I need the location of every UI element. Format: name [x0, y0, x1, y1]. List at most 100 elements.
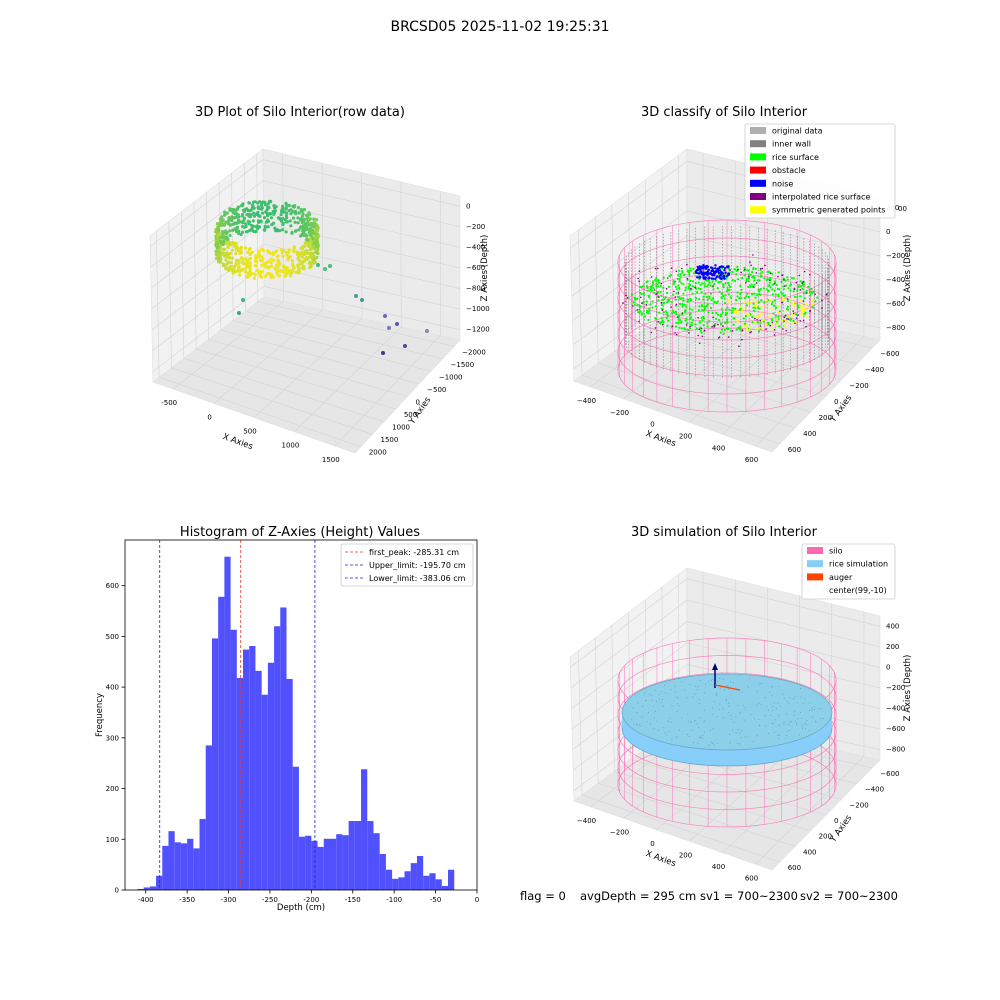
p2-rice-point — [648, 296, 651, 299]
p1-raw-point — [295, 250, 299, 254]
p2-grid-y — [578, 229, 583, 376]
p2-legend-swatch — [750, 140, 766, 148]
p4-rice-point — [660, 702, 662, 704]
p4-rice-point — [681, 681, 682, 683]
p2-rice-point — [729, 329, 733, 332]
p4-rice-point — [811, 710, 813, 712]
p3-legend-label: Upper_limit: -195.70 cm — [369, 561, 466, 570]
p4-rice-point — [696, 723, 698, 725]
p1-raw-point — [292, 245, 296, 249]
p1-grid-y — [245, 310, 443, 360]
p2-rice-point — [799, 295, 802, 298]
p4-legend-swatch — [807, 573, 823, 581]
p4-rice-point — [693, 742, 695, 744]
p2-rice-point — [805, 303, 808, 306]
p1-raw-point — [308, 212, 312, 216]
p2-rice-point — [681, 305, 684, 308]
p2-rice-point — [693, 272, 696, 275]
p4-rice-point — [724, 689, 725, 691]
p1-raw-point — [308, 253, 312, 257]
p1-raw-point — [262, 228, 266, 232]
p1-raw-point — [231, 271, 235, 275]
p1-raw-point — [246, 250, 250, 254]
p2-rice-point — [809, 294, 812, 297]
p2-ytick-label: 600 — [788, 446, 801, 454]
p2-noise-point — [713, 274, 716, 277]
p4-rice-point — [743, 719, 745, 721]
p1-ztick-label: −800 — [466, 285, 485, 293]
p2-interpolated-point — [806, 292, 808, 294]
p2-rice-point — [651, 282, 655, 285]
p2-rice-point — [672, 309, 675, 312]
p1-raw-point — [306, 238, 310, 242]
p2-noise-point — [699, 270, 702, 274]
p4-rice-point — [777, 702, 779, 704]
p2-rice-point — [708, 295, 711, 298]
p2-rice-point — [777, 311, 780, 314]
p2-rice-point — [665, 317, 668, 320]
p4-rice-point — [772, 723, 774, 725]
p4-rice-point — [697, 689, 698, 691]
p2-rice-point — [647, 312, 650, 315]
p2-rice-point — [805, 289, 808, 292]
p1-raw-point — [248, 247, 252, 251]
p3-histogram-bar — [448, 869, 455, 890]
p4-grid-z — [570, 599, 688, 689]
p2-grid-y — [581, 374, 780, 445]
p1-grid-y — [220, 329, 420, 385]
p1-raw-point — [316, 226, 320, 230]
p1-raw-point — [312, 257, 317, 261]
p2-rice-point — [714, 322, 717, 326]
p2-rice-point — [639, 305, 642, 308]
p2-interpolated-point — [690, 287, 692, 290]
p2-rice-point — [722, 286, 725, 289]
p1-raw-point — [292, 205, 296, 209]
p2-noise-point — [724, 271, 727, 274]
p4-rice-point — [670, 689, 672, 691]
p2-rice-point — [673, 311, 676, 314]
p3-histogram-bar — [143, 887, 150, 890]
p2-rice-point — [646, 289, 650, 292]
p2-rice-point — [689, 279, 692, 283]
p1-raw-point — [245, 275, 249, 279]
p1-raw-point — [244, 266, 248, 270]
p4-rice-point — [739, 713, 741, 714]
p4-ytick-label: −200 — [849, 801, 868, 809]
p2-interpolated-point — [805, 325, 807, 328]
p2-rice-point — [786, 305, 789, 308]
p4-rice-point — [698, 698, 700, 700]
p4-rice-point — [777, 734, 778, 736]
p2-rice-point — [687, 287, 690, 290]
p4-rice-point — [806, 720, 808, 722]
p2-rice-point — [737, 327, 740, 330]
p2-noise-point — [714, 264, 717, 267]
p2-rice-point — [732, 307, 735, 310]
p2-interpolated-point — [773, 283, 776, 285]
p4-rice-point — [747, 685, 749, 687]
p4-rice-point — [802, 725, 804, 727]
p2-interpolated-point — [671, 325, 674, 328]
p1-raw-point — [273, 226, 277, 230]
p4-grid-z — [570, 578, 688, 668]
p3-histogram-bar — [211, 638, 219, 890]
p2-interpolated-point — [713, 324, 715, 327]
p2-rice-point — [703, 305, 706, 308]
p2-rice-point — [722, 295, 725, 298]
p2-interpolated-point — [761, 267, 764, 270]
p1-raw-point — [252, 214, 257, 218]
p2-rice-point — [731, 278, 735, 282]
p1-raw-point — [301, 212, 305, 216]
p2-rice-point — [675, 321, 678, 325]
p2-rice-point — [691, 292, 694, 295]
p2-rice-point — [657, 299, 660, 302]
p2-rice-point — [808, 306, 811, 309]
p2-rice-point — [799, 305, 802, 308]
p4-rice-point — [774, 719, 776, 721]
p2-rice-point — [698, 321, 701, 324]
p2-rice-point — [633, 304, 636, 307]
p2-interpolated-point — [670, 267, 673, 270]
p2-rice-point — [643, 315, 647, 318]
p2-rice-point — [675, 292, 678, 295]
p1-raw-point — [277, 259, 281, 263]
p2-rice-point — [703, 308, 707, 311]
